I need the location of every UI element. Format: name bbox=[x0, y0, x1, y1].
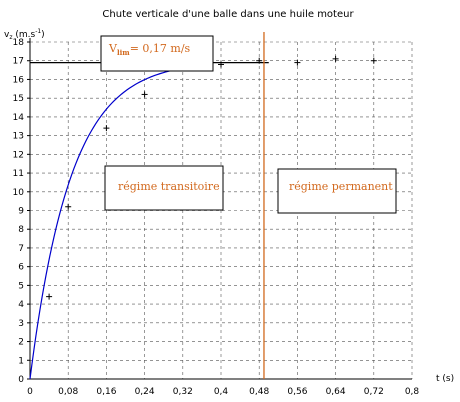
vlim-subscript: lim bbox=[117, 48, 130, 57]
x-tick-label: 0,32 bbox=[173, 387, 193, 397]
x-tick-label: 0,8 bbox=[405, 387, 420, 397]
data-point bbox=[218, 61, 224, 68]
y-tick-label: 13 bbox=[13, 132, 24, 142]
transitoire-box bbox=[104, 165, 224, 211]
x-tick-label: 0,24 bbox=[135, 387, 155, 397]
data-points bbox=[46, 55, 377, 300]
vlim-annotation: Vlim= 0,17 m/s bbox=[108, 42, 191, 57]
y-tick-label: 6 bbox=[18, 263, 24, 273]
y-axis-label-close: ) bbox=[41, 30, 45, 40]
transitoire-label: régime transitoire bbox=[118, 180, 220, 193]
y-axis-label-exponent: -1 bbox=[35, 28, 41, 35]
permanent-label: régime permanent bbox=[289, 180, 393, 193]
y-tick-label: 16 bbox=[13, 75, 25, 85]
vlim-annotation-box bbox=[100, 35, 214, 72]
x-tick-label: 0,72 bbox=[364, 387, 384, 397]
y-tick-label: 12 bbox=[13, 150, 24, 160]
data-point bbox=[103, 125, 110, 132]
y-tick-label: 1 bbox=[18, 356, 24, 366]
y-tick-label: 9 bbox=[18, 207, 24, 217]
y-tick-label: 18 bbox=[13, 38, 25, 48]
y-tick-label: 15 bbox=[13, 94, 24, 104]
y-tick-label: 0 bbox=[18, 375, 24, 385]
x-tick-label: 0,64 bbox=[326, 387, 346, 397]
model-curve-group bbox=[29, 63, 210, 380]
y-tick-label: 11 bbox=[13, 169, 24, 179]
data-point bbox=[256, 57, 263, 64]
x-tick-label: 0,56 bbox=[287, 387, 307, 397]
data-point bbox=[332, 55, 339, 62]
x-tick-labels: 0 0,08 0,16 0,24 0,32 0,4 0,48 0,56 0,64 0,72 0,8 bbox=[27, 387, 419, 397]
y-axis-label-unit: (m.s bbox=[12, 30, 35, 40]
data-point bbox=[370, 57, 377, 64]
x-tick-label: 0,16 bbox=[96, 387, 116, 397]
data-point bbox=[294, 59, 301, 66]
x-tick-label: 0,4 bbox=[214, 387, 229, 397]
y-tick-label: 3 bbox=[18, 319, 24, 329]
model-curve bbox=[29, 63, 210, 380]
y-tick-label: 2 bbox=[18, 338, 24, 348]
permanent-box bbox=[277, 168, 397, 214]
data-point bbox=[65, 203, 72, 210]
y-tick-label: 5 bbox=[18, 281, 24, 291]
data-point bbox=[46, 293, 53, 300]
y-tick-label: 10 bbox=[13, 188, 25, 198]
y-tick-label: 14 bbox=[13, 113, 25, 123]
y-axis-label-symbol: v bbox=[4, 30, 10, 40]
x-axis-label: t (s) bbox=[436, 374, 454, 384]
x-tick-label: 0,08 bbox=[58, 387, 78, 397]
x-tick-label: 0 bbox=[27, 387, 33, 397]
vlim-value: = 0,17 m/s bbox=[130, 42, 191, 55]
chart-title: Chute verticale d'une balle dans une hui… bbox=[102, 9, 354, 20]
y-tick-label: 4 bbox=[18, 300, 24, 310]
y-tick-label: 17 bbox=[13, 57, 24, 67]
data-point bbox=[141, 91, 148, 98]
vlim-symbol: V bbox=[108, 42, 118, 55]
y-axis-label-subscript: z bbox=[9, 34, 12, 41]
axes bbox=[27, 38, 412, 380]
y-tick-label: 7 bbox=[18, 244, 24, 254]
y-tick-label: 8 bbox=[18, 225, 24, 235]
x-tick-label: 0,48 bbox=[249, 387, 269, 397]
y-axis-label: vz (m.s-1) bbox=[4, 28, 45, 41]
